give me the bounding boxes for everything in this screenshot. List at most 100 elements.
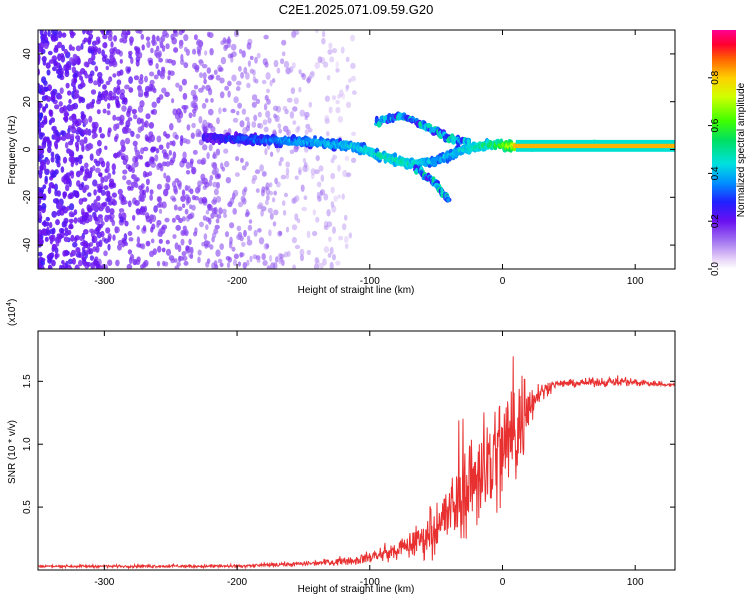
spectrogram-noise-cell (189, 254, 194, 259)
spectrogram-noise-cell (83, 184, 90, 191)
spectrogram-noise-cell (201, 102, 207, 109)
spectrogram-noise-cell (82, 215, 88, 221)
spectrogram-noise-cell (158, 144, 164, 150)
spectrogram-noise-cell (119, 69, 124, 76)
spectrogram-noise-cell (158, 208, 163, 214)
spectrogram-noise-cell (96, 109, 101, 115)
spectrogram-noise-cell (251, 177, 256, 185)
spectrogram-noise-cell (218, 67, 224, 72)
spectrogram-noise-cell (273, 209, 279, 216)
spectrogram-noise-cell (257, 111, 262, 118)
spectrogram-noise-cell (83, 229, 89, 235)
spectrogram-noise-cell (55, 159, 59, 164)
spectrogram-noise-cell (315, 257, 320, 264)
spectrogram-noise-cell (50, 172, 56, 179)
spectrogram-noise-cell (104, 58, 111, 65)
spectrogram-noise-cell (68, 99, 72, 104)
spectrogram-noise-cell (245, 161, 249, 167)
spectrogram-noise-cell (273, 59, 279, 68)
spectrogram-noise-cell (73, 209, 78, 216)
spectrogram-noise-cell (243, 229, 247, 238)
spectrogram-noise-cell (89, 255, 94, 261)
spectrogram-noise-cell (113, 35, 118, 42)
spectrogram-noise-cell (54, 183, 58, 191)
spectrogram-noise-cell (39, 30, 44, 36)
spectrogram-noise-cell (87, 142, 92, 150)
spectrogram-y-tick-label: 0 (22, 146, 33, 152)
spectrogram-noise-cell (201, 157, 207, 165)
spectrogram-y-tick-label: 40 (22, 48, 33, 60)
spectrogram-noise-cell (300, 184, 305, 192)
spectrogram-noise-cell (324, 95, 330, 102)
spectrogram-noise-cell (241, 241, 246, 247)
spectrogram-noise-cell (164, 217, 170, 223)
spectrogram-noise-cell (292, 120, 297, 125)
spectrogram-noise-cell (102, 84, 107, 90)
spectrogram-noise-cell (47, 30, 51, 37)
spectrogram-noise-cell (95, 167, 101, 173)
spectrogram-noise-cell (97, 39, 101, 44)
spectrogram-noise-cell (213, 228, 219, 235)
spectrogram-marks (38, 30, 675, 269)
spectrogram-noise-cell (352, 90, 357, 95)
spectrogram-noise-cell (335, 61, 339, 69)
spectrogram-noise-cell (109, 48, 115, 54)
spectrogram-noise-cell (97, 47, 102, 55)
spectrogram-noise-cell (330, 186, 335, 194)
spectrogram-noise-cell (133, 174, 138, 181)
spectrogram-noise-cell (312, 209, 316, 216)
spectrogram-noise-cell (67, 229, 72, 236)
colorbar-label: Normalized spectral amplitude (736, 82, 747, 217)
spectrogram-noise-cell (181, 216, 186, 222)
spectrogram-noise-cell (291, 62, 296, 69)
spectrogram-noise-cell (283, 192, 289, 198)
spectrogram-noise-cell (291, 224, 298, 231)
spectrogram-noise-cell (80, 97, 86, 104)
spectrogram-noise-cell (145, 215, 151, 223)
spectrogram-noise-cell (174, 242, 179, 250)
spectrogram-noise-cell (332, 254, 336, 261)
spectrogram-noise-cell (139, 74, 144, 80)
spectrogram-noise-cell (285, 173, 290, 180)
spectrogram-ridge-cell (392, 152, 398, 159)
spectrogram-noise-cell (271, 78, 276, 84)
spectrogram-noise-cell (187, 213, 193, 220)
spectrogram-noise-cell (311, 173, 315, 180)
spectrogram-noise-cell (92, 165, 96, 172)
spectrogram-noise-cell (335, 99, 340, 105)
spectrogram-noise-cell (130, 130, 135, 137)
spectrogram-noise-cell (68, 140, 74, 146)
spectrogram-noise-cell (326, 221, 333, 228)
spectrogram-noise-cell (212, 181, 218, 188)
snr-y-tick-label: 0.5 (22, 500, 33, 514)
spectrogram-noise-cell (281, 200, 286, 206)
snr-y-multiplier-close: ) (7, 299, 18, 302)
spectrogram-noise-cell (63, 217, 69, 224)
spectrogram-noise-cell (247, 60, 251, 67)
spectrogram-noise-cell (109, 57, 114, 62)
spectrogram-noise-cell (58, 94, 63, 100)
spectrogram-noise-cell (68, 211, 74, 218)
spectrogram-noise-cell (317, 56, 323, 64)
spectrogram-noise-cell (299, 248, 305, 256)
spectrogram-y-tick-label: -20 (22, 190, 33, 205)
spectrogram-noise-cell (223, 44, 228, 51)
spectrogram-noise-cell (61, 44, 65, 52)
spectrogram-noise-cell (41, 221, 47, 226)
spectrogram-noise-cell (87, 192, 92, 197)
spectrogram-noise-cell (333, 195, 338, 202)
spectrogram-noise-cell (300, 72, 305, 78)
spectrogram-noise-cell (265, 243, 270, 249)
spectrogram-noise-cell (265, 199, 269, 206)
snr-frame (37, 330, 676, 571)
spectrogram-noise-cell (85, 243, 91, 249)
spectrogram-noise-cell (56, 203, 62, 210)
spectrogram-noise-cell (139, 155, 144, 160)
spectrogram-noise-cell (70, 234, 75, 242)
spectrogram-upper-branch-cell (409, 118, 415, 123)
spectrogram-noise-cell (207, 74, 214, 81)
spectrogram-noise-cell (312, 230, 318, 237)
spectrogram-noise-cell (135, 133, 141, 139)
spectrogram-noise-cell (209, 175, 214, 181)
spectrogram-noise-cell (92, 46, 99, 52)
